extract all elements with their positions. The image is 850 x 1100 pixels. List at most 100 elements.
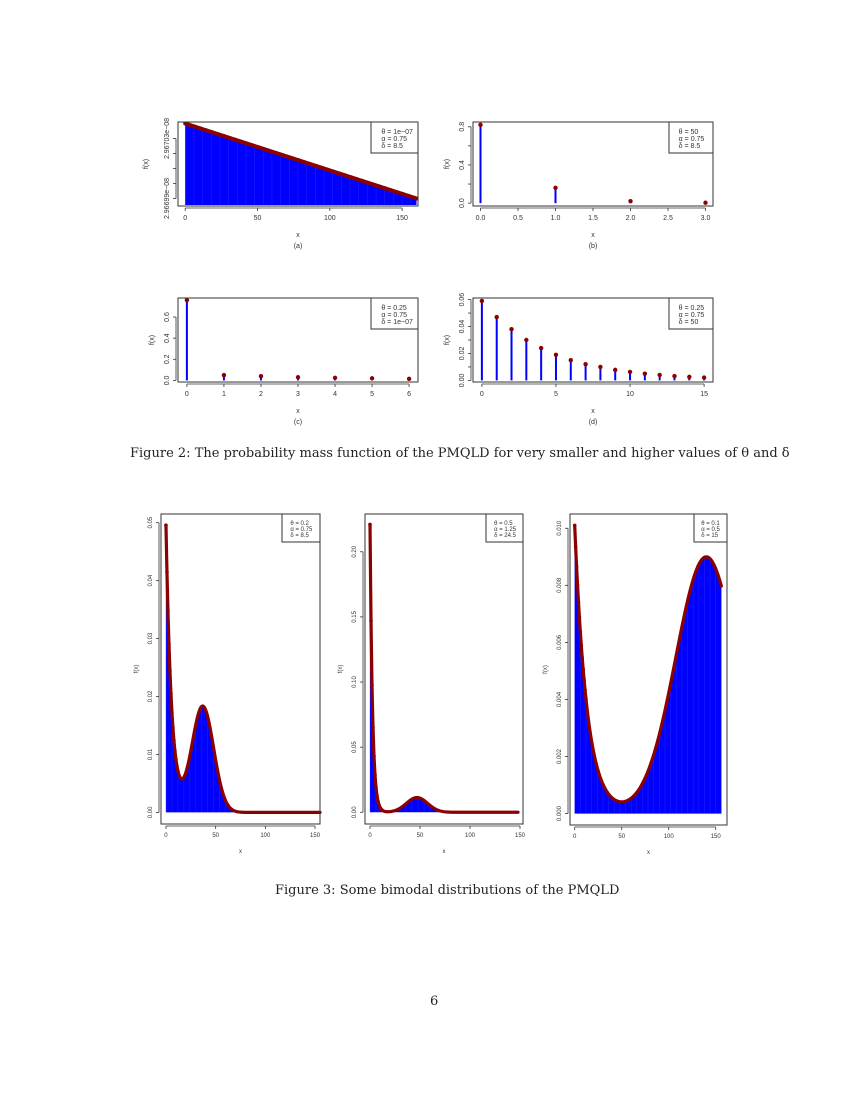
legend-entry: θ = 1e−07 [381, 129, 413, 136]
y-axis: 0.00 0.02 0.04 0.06 [459, 293, 472, 387]
legend-entry: θ = 0.25 [381, 305, 407, 312]
x-tick-label: 100 [324, 215, 336, 222]
y-tick-label: 2.96703e−08 [164, 118, 171, 159]
plot-frame [569, 513, 728, 826]
x-axis: 0 50 100 150 [573, 826, 721, 840]
x-tick-label: 0 [573, 834, 577, 840]
x-axis-label: x [647, 850, 650, 856]
x-tick-label: 100 [465, 833, 476, 839]
panel-b: 0.0 0.5 1.0 1.5 2.0 2.5 3.0 0.0 0.4 0.8 f(x) x (b) θ … [444, 121, 714, 250]
legend: θ = 0.25α = 0.75δ = 50 [668, 297, 714, 330]
x-axis: 0 50 100 150 [164, 825, 321, 839]
legend-entry: θ = 0.5 [494, 521, 513, 527]
x-axis: 0 1 2 3 4 5 6 [185, 383, 411, 398]
legend-entry: θ = 0.25 [679, 305, 705, 312]
legend-entry: δ = 24.5 [494, 533, 517, 539]
legend-entry: α = 0.75 [381, 312, 407, 319]
y-tick-label: 0.01 [148, 748, 154, 760]
x-axis-label: x [239, 849, 242, 855]
legend: θ = 0.1α = 0.5δ = 15 [693, 513, 728, 543]
y-axis: 0.00 0.01 0.02 0.03 0.04 0.05 [148, 516, 160, 818]
y-tick-label: 0.06 [459, 293, 466, 307]
x-tick-label: 0 [183, 215, 187, 222]
plot-data [478, 122, 708, 205]
y-tick-label: 0.000 [557, 805, 563, 821]
panel-sublabel: (d) [589, 419, 598, 426]
plot-frame [472, 297, 714, 383]
panel-a: 0 50 100 150 2.96699e−08 2.96703e−08 f(x) x (a) θ… [143, 118, 419, 250]
legend-entry: δ = 8.5 [290, 533, 309, 539]
plot-frame [177, 297, 419, 383]
x-axis-label: x [591, 408, 595, 415]
x-tick-label: 150 [515, 833, 526, 839]
y-axis-label: f(x) [444, 335, 451, 345]
legend-entry: δ = 8.5 [679, 143, 701, 150]
x-tick-label: 10 [626, 391, 634, 398]
x-axis: 0 50 100 150 [368, 825, 526, 839]
x-tick-label: 0 [185, 391, 189, 398]
x-tick-label: 5 [554, 391, 558, 398]
plot-data [479, 298, 707, 381]
panel-c: 0 1 2 3 4 5 6 0.0 0.2 0.4 0.6 f(x) x (c) θ = 0.25α = 0… [149, 297, 419, 426]
y-tick-label: 0.10 [352, 676, 358, 688]
plot-data [572, 523, 723, 814]
plot-data [184, 297, 412, 382]
panel-sublabel: (a) [294, 243, 303, 250]
y-tick-label: 0.00 [148, 806, 154, 818]
y-tick-label: 0.02 [459, 347, 466, 361]
y-tick-label: 0.004 [557, 691, 563, 707]
legend-entry: α = 0.75 [679, 136, 705, 143]
x-tick-label: 50 [618, 834, 625, 840]
x-axis: 0 5 10 15 [480, 383, 708, 398]
plot-data [164, 523, 322, 815]
y-tick-label: 0.15 [352, 610, 358, 622]
x-tick-label: 1.5 [588, 215, 598, 222]
y-tick-label: 0.8 [459, 122, 466, 132]
figure-2-caption: Figure 2: The probability mass function … [130, 446, 790, 461]
y-tick-label: 0.6 [164, 312, 171, 322]
y-axis: 0.000 0.002 0.004 0.006 0.008 0.010 [557, 520, 569, 821]
legend-entry: α = 0.75 [381, 136, 407, 143]
y-tick-label: 0.05 [148, 516, 154, 528]
legend-entry: θ = 50 [679, 129, 699, 136]
legend: θ = 0.5α = 1.25δ = 24.5 [485, 513, 524, 543]
y-tick-label: 0.010 [557, 520, 563, 536]
y-axis-label: f(x) [543, 665, 549, 674]
x-axis: 0.0 0.5 1.0 1.5 2.0 2.5 3.0 [476, 207, 710, 222]
y-axis: 2.96699e−08 2.96703e−08 [164, 118, 177, 219]
y-axis-label: f(x) [444, 159, 451, 169]
y-tick-label: 0.4 [164, 333, 171, 343]
x-tick-label: 0 [368, 833, 372, 839]
x-tick-label: 2.0 [626, 215, 636, 222]
x-tick-label: 1 [222, 391, 226, 398]
y-tick-label: 0.02 [148, 690, 154, 702]
legend-entry: α = 0.75 [290, 527, 313, 533]
x-tick-label: 0 [164, 833, 168, 839]
x-axis-label: x [443, 849, 446, 855]
panel-fig3-middle: 0 50 100 150 0.00 0.05 0.10 0.15 0.20 f(x) x θ = 0.… [338, 513, 526, 855]
x-tick-label: 0 [480, 391, 484, 398]
legend-entry: δ = 15 [701, 533, 719, 539]
panel-fig3-left: 0 50 100 150 0.00 0.01 0.02 0.03 0.04 0.05 f(x) x θ … [134, 513, 322, 855]
x-tick-label: 100 [260, 833, 271, 839]
plot-frame [160, 513, 321, 825]
plot-frame [472, 121, 714, 207]
y-axis: 0.0 0.2 0.4 0.6 [164, 312, 177, 385]
y-axis-label: f(x) [134, 665, 140, 674]
legend-entry: δ = 1e−07 [381, 319, 413, 326]
y-axis: 0.0 0.4 0.8 [459, 122, 472, 208]
y-tick-label: 0.4 [459, 160, 466, 170]
x-tick-label: 50 [254, 215, 262, 222]
x-tick-label: 2 [259, 391, 263, 398]
y-axis-label: f(x) [338, 665, 344, 674]
x-tick-label: 0.5 [513, 215, 523, 222]
x-tick-label: 50 [212, 833, 219, 839]
y-tick-label: 0.2 [164, 354, 171, 364]
y-tick-label: 0.006 [557, 634, 563, 650]
plot-frame [364, 513, 524, 825]
panel-sublabel: (b) [589, 243, 598, 250]
y-axis-label: f(x) [143, 159, 150, 169]
x-tick-label: 100 [664, 834, 675, 840]
